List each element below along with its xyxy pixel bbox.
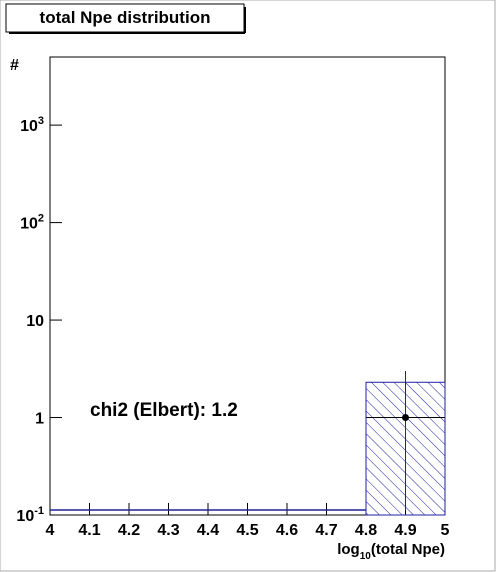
x-tick-label: 4.4 [197,522,219,539]
x-tick-label: 4.2 [118,522,140,539]
x-tick-label: 4.3 [157,522,179,539]
x-label-sub: 10 [360,551,372,562]
data-point [402,414,409,422]
y-tick-label: 1 [35,411,44,428]
x-tick-label: 4.5 [236,522,258,539]
y-tick-base: 10 [20,216,38,233]
y-tick-base: 10 [26,313,44,330]
y-tick-sup: -1 [34,505,44,517]
x-tick-label: 4.8 [355,522,377,539]
y-tick-base: 10 [16,508,34,525]
x-tick-label: 4 [46,522,55,539]
y-tick-sup: 2 [38,213,44,225]
y-tick-label: 10 [26,313,44,330]
y-tick-base: 10 [20,118,38,135]
y-tick-label: 102 [20,213,44,233]
y-tick-label: 10-1 [16,505,44,525]
chart-title: total Npe distribution [40,8,211,27]
y-tick-label: 103 [20,115,44,135]
x-label-text: log [337,541,360,558]
annotation: chi2 (Elbert): 1.2 [90,400,238,421]
x-tick-label: 4.1 [78,522,100,539]
y-axis-label: # [10,57,19,74]
x-label-rest: (total Npe) [371,541,445,558]
y-tick-sup: 3 [38,115,44,127]
x-tick-label: 5 [441,522,450,539]
x-tick-label: 4.7 [315,522,337,539]
x-tick-label: 4.6 [276,522,298,539]
y-tick-base: 1 [35,411,44,428]
title-box [5,3,245,33]
x-axis-label: log10(total Npe) [337,541,445,562]
x-tick-label: 4.9 [394,522,416,539]
